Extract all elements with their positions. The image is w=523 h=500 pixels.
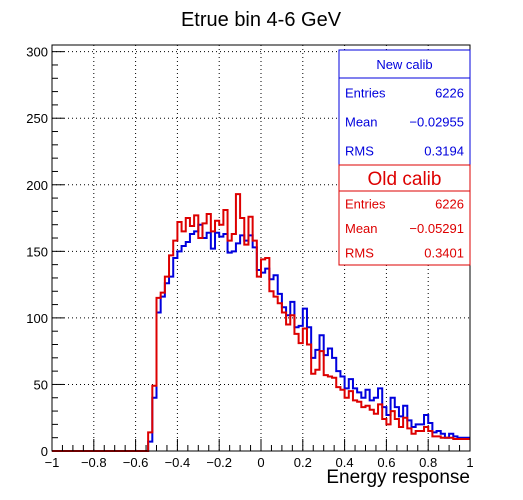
y-tick-label: 250 bbox=[26, 111, 48, 126]
stats-box-title: New calib bbox=[376, 57, 432, 72]
stats-row-label: RMS bbox=[345, 246, 374, 261]
histogram-series bbox=[52, 193, 470, 452]
stats-box-title: Old calib bbox=[368, 169, 442, 190]
y-tick-label: 100 bbox=[26, 311, 48, 326]
histogram-new-calib bbox=[52, 223, 470, 452]
stats-box-new-calib: New calib Entries 6226 Mean −0.02955 RMS 0.319… bbox=[338, 49, 471, 166]
stats-box-old-calib: Old calib Entries 6226 Mean −0.05291 RMS 0.340… bbox=[338, 164, 471, 266]
stats-row-value: −0.05291 bbox=[409, 221, 464, 236]
y-tick-label: 200 bbox=[26, 178, 48, 193]
stats-row-value: −0.02955 bbox=[409, 115, 464, 130]
y-tick-label: 150 bbox=[26, 244, 48, 259]
stats-row-label: RMS bbox=[345, 144, 374, 159]
stats-boxes: New calib Entries 6226 Mean −0.02955 RMS 0.319… bbox=[338, 49, 471, 266]
y-tick-label: 0 bbox=[41, 444, 48, 459]
stats-row-value: 6226 bbox=[435, 196, 464, 211]
y-tick-label: 300 bbox=[26, 45, 48, 60]
x-tick-label: −0.8 bbox=[81, 455, 107, 470]
stats-row-value: 0.3401 bbox=[424, 246, 464, 261]
x-tick-label: 1 bbox=[466, 455, 473, 470]
axis-ticks: −1 −0.8 −0.6 −0.4 −0.2 0 0.2 0.4 0.6 0.8 1 0 50 100 15… bbox=[26, 45, 473, 470]
histogram-old-calib bbox=[52, 193, 470, 452]
x-tick-label: 0.6 bbox=[377, 455, 395, 470]
stats-row-label: Mean bbox=[345, 115, 378, 130]
x-tick-label: −0.6 bbox=[123, 455, 149, 470]
x-tick-label: 0.4 bbox=[336, 455, 354, 470]
stats-row-label: Entries bbox=[345, 86, 386, 101]
x-tick-label: −0.2 bbox=[206, 455, 232, 470]
chart-title: Etrue bin 4-6 GeV bbox=[181, 9, 342, 31]
x-tick-label: −0.4 bbox=[165, 455, 191, 470]
x-tick-label: −1 bbox=[45, 455, 60, 470]
x-tick-label: 0.2 bbox=[294, 455, 312, 470]
x-tick-label: 0 bbox=[257, 455, 264, 470]
stats-row-value: 0.3194 bbox=[424, 144, 464, 159]
stats-row-label: Mean bbox=[345, 221, 378, 236]
stats-row-label: Entries bbox=[345, 196, 386, 211]
y-tick-label: 50 bbox=[34, 377, 48, 392]
x-axis-label: Energy response bbox=[326, 467, 470, 488]
stats-row-value: 6226 bbox=[435, 86, 464, 101]
x-tick-label: 0.8 bbox=[419, 455, 437, 470]
stats-box-frame bbox=[338, 164, 471, 266]
